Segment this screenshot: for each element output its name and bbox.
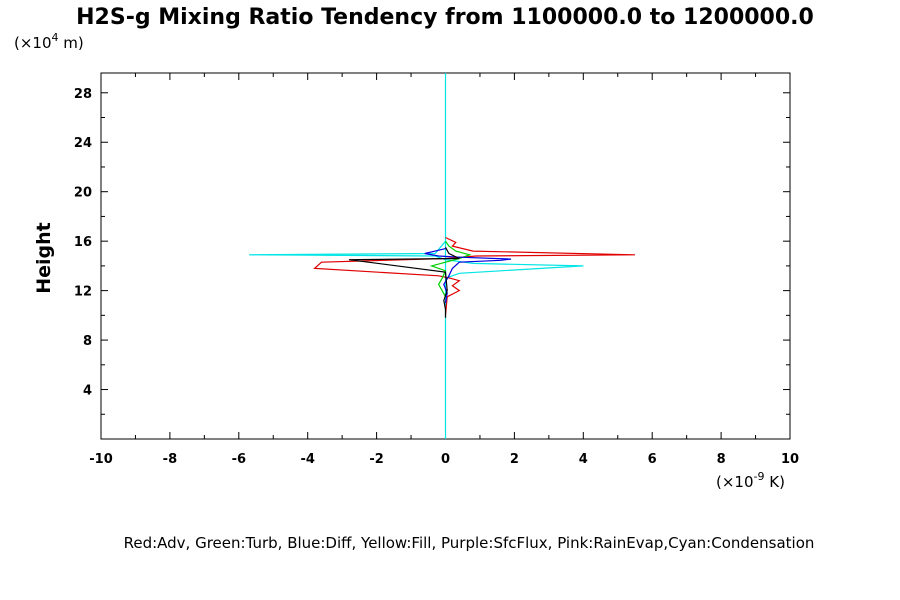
x-tick-label: -8 [163, 452, 177, 467]
x-tick-label: 6 [648, 452, 657, 467]
x-tick-label: 2 [510, 452, 519, 467]
x-tick-label: -4 [300, 452, 314, 467]
y-tick-label: 12 [74, 285, 92, 300]
y-unit-suffix: m) [59, 34, 84, 52]
x-tick-label: 8 [717, 452, 726, 467]
x-tick-label: 10 [781, 452, 799, 467]
x-tick-label: -2 [369, 452, 383, 467]
x-tick-label: 4 [579, 452, 588, 467]
x-unit-label: (×10-9 K) [716, 470, 785, 491]
x-tick-label: 0 [441, 452, 450, 467]
series-line [313, 236, 636, 316]
legend-text: Red:Adv, Green:Turb, Blue:Diff, Yellow:F… [124, 534, 815, 552]
y-unit-exponent: 4 [52, 31, 59, 44]
series-line [424, 248, 512, 304]
y-tick-label: 4 [83, 384, 92, 399]
y-tick-label: 24 [74, 136, 92, 151]
x-unit-exponent: -9 [754, 470, 765, 483]
series-line [348, 247, 460, 318]
y-axis-label: Height [33, 222, 55, 294]
y-tick-label: 20 [74, 186, 92, 201]
y-tick-label: 28 [74, 87, 92, 102]
y-tick-label: 16 [74, 235, 92, 250]
y-unit-prefix: (×10 [14, 34, 52, 52]
x-tick-label: -10 [89, 452, 113, 467]
chart-title: H2S-g Mixing Ratio Tendency from 1100000… [76, 5, 814, 30]
y-unit-label: (×104 m) [14, 31, 84, 52]
x-unit-suffix: K) [764, 473, 784, 491]
y-tick-label: 8 [83, 334, 92, 349]
x-unit-prefix: (×10 [716, 473, 754, 491]
x-tick-label: -6 [232, 452, 246, 467]
series-line [429, 240, 472, 298]
